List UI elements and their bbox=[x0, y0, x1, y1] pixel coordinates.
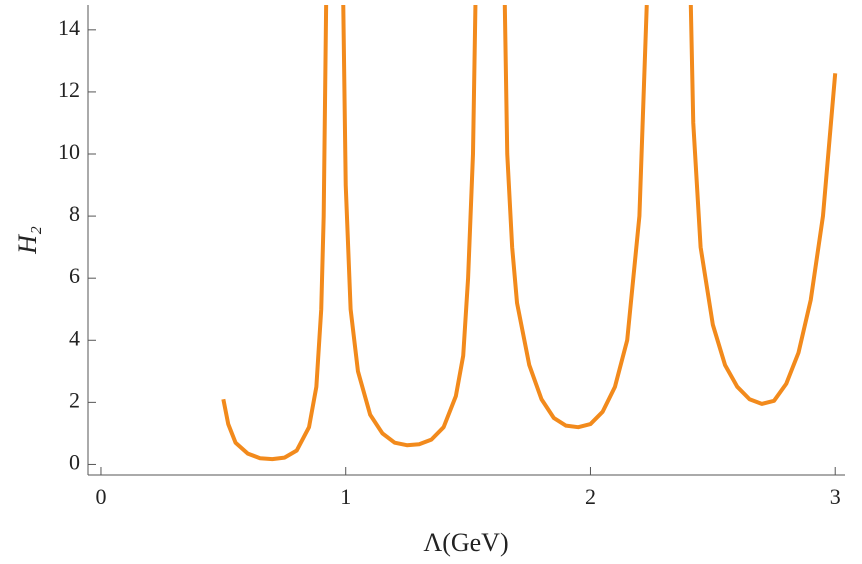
y-tick-label: 12 bbox=[58, 77, 80, 102]
y-tick-label: 6 bbox=[69, 263, 80, 288]
data-line bbox=[221, 5, 838, 462]
y-tick-label: 4 bbox=[69, 325, 80, 350]
x-tick-label: 3 bbox=[830, 484, 841, 509]
y-tick-label: 8 bbox=[69, 201, 80, 226]
x-tick-label: 2 bbox=[585, 484, 596, 509]
x-tick-label: 0 bbox=[95, 484, 106, 509]
y-tick-label: 10 bbox=[58, 139, 80, 164]
x-axis-label: Λ(GeV) bbox=[423, 528, 508, 557]
y-tick-label: 0 bbox=[69, 449, 80, 474]
y-tick-label: 2 bbox=[69, 387, 80, 412]
y-tick-label: 14 bbox=[58, 15, 80, 40]
x-tick-label: 1 bbox=[340, 484, 351, 509]
y-axis-label: H₂ bbox=[13, 226, 42, 255]
